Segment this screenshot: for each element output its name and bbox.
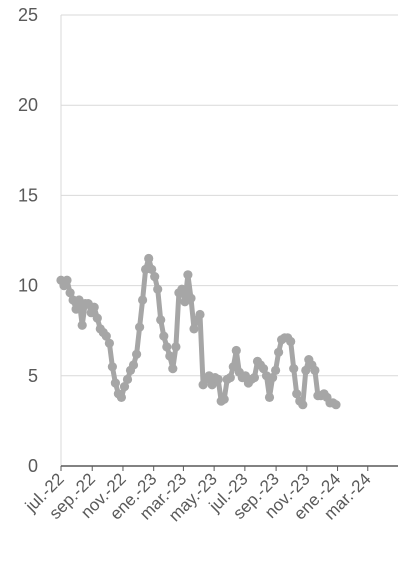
y-tick-label: 10 [18,276,38,296]
data-point [165,351,175,361]
data-point [144,253,154,264]
data-point [116,392,126,402]
data-point [77,320,87,330]
data-point [138,295,148,305]
series-group [56,253,341,410]
data-point [207,380,217,390]
y-tick-label: 15 [18,185,38,205]
data-point [110,378,120,388]
data-point [71,304,81,314]
data-point [107,362,117,372]
y-tick-label: 20 [18,95,38,115]
y-axis-tick-labels: 0 5 10 15 20 25 [18,5,38,476]
data-point [177,284,187,294]
data-point [92,313,102,323]
data-point [258,364,269,374]
data-point [156,315,166,325]
data-point [171,342,181,352]
data-point [274,347,284,357]
data-point [89,302,99,312]
data-point [101,331,111,341]
data-point [183,270,193,280]
data-point [153,284,163,294]
data-point [162,342,172,352]
data-point [249,373,259,383]
gridlines [61,14,398,377]
data-point [225,373,235,383]
data-point [292,389,302,399]
data-point [65,288,75,298]
data-point [289,364,299,374]
data-point [147,264,157,274]
x-axis-tick-labels: jul.-22sep.-22nov.-22ene.-23mar.-23may.-… [21,469,375,525]
data-point [104,338,114,348]
data-point [135,322,145,332]
data-point [189,324,199,334]
data-point [159,331,169,341]
data-point [168,364,178,374]
y-tick-label: 5 [28,366,38,386]
data-point [310,365,320,375]
data-point [219,394,229,404]
data-point [231,345,241,356]
x-axis-tick-marks [60,466,369,471]
data-point [128,360,139,370]
data-point [228,362,238,372]
data-point [122,374,133,384]
data-point [268,373,278,383]
data-point [213,374,223,384]
data-point [150,272,160,282]
data-point [264,392,275,402]
data-point [286,336,296,347]
data-point [195,309,205,320]
data-point [119,382,130,392]
data-point [331,400,341,410]
y-tick-label: 0 [28,456,38,476]
y-tick-label: 25 [18,5,38,25]
data-point [62,275,72,285]
data-point [271,365,281,375]
data-point [186,293,196,303]
data-point [301,365,311,375]
data-point [298,400,308,410]
data-point [132,349,142,359]
